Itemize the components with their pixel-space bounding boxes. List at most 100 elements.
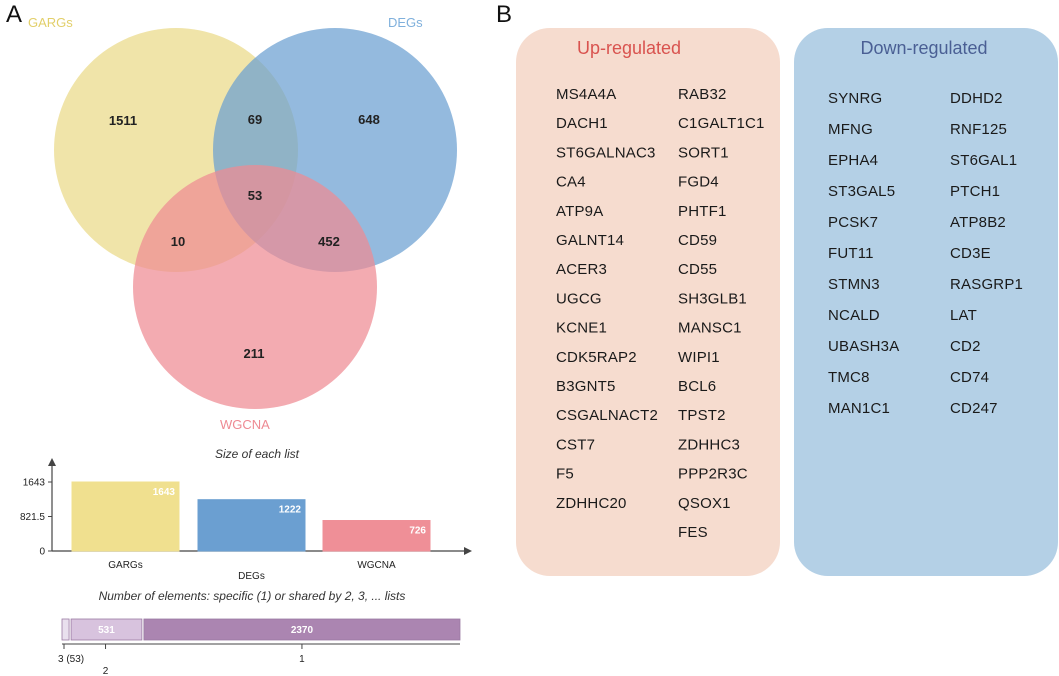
size-bar-category-label: DEGs [238, 571, 265, 582]
gene-label: ST3GAL5 [828, 183, 895, 200]
gene-label: ATP9A [556, 203, 603, 220]
gene-label: GALNT14 [556, 232, 624, 249]
shared-segment-3 [61, 618, 70, 641]
gene-label: ZDHHC3 [678, 436, 740, 453]
gene-label: PPP2R3C [678, 466, 748, 483]
size-chart-caption: Size of each list [215, 447, 300, 461]
venn-label-wgcna: WGCNA [220, 417, 270, 432]
gene-label: UBASH3A [828, 338, 899, 355]
gene-label: CD55 [678, 261, 717, 278]
gene-label: CA4 [556, 174, 586, 191]
panel-a-label: A [6, 1, 22, 28]
gene-label: DDHD2 [950, 90, 1003, 107]
venn-count-wgcna-only: 211 [244, 346, 265, 361]
shared-segment-1 [143, 618, 461, 641]
shared-stacked-bar: 531 2370 3 (53) 2 1 [58, 618, 461, 676]
venn-circle-wgcna [133, 165, 377, 409]
gene-label: BCL6 [678, 378, 716, 395]
gene-label: CSGALNACT2 [556, 407, 658, 424]
shared-segment-value-label: 2370 [291, 625, 314, 636]
venn-label-degs: DEGs [388, 15, 423, 30]
size-chart-y-arrow [48, 458, 56, 466]
panel-b-label: B [496, 1, 512, 28]
gene-label: TMC8 [828, 369, 870, 386]
gene-label: STMN3 [828, 276, 880, 293]
gene-label: RNF125 [950, 121, 1007, 138]
gene-label: CD3E [950, 245, 991, 262]
gene-label: MANSC1 [678, 320, 742, 337]
size-chart-y-tick-label: 0 [39, 547, 45, 558]
gene-label: F5 [556, 466, 574, 483]
size-chart-y-tick-label: 821.5 [20, 512, 45, 523]
gene-label: ZDHHC20 [556, 495, 627, 512]
size-bar-category-label: WGCNA [357, 560, 396, 571]
size-bar-value-label: 726 [409, 526, 426, 537]
venn-count-gargs-wgcna: 10 [171, 234, 185, 249]
shared-segment-value-label: 531 [98, 625, 115, 636]
size-bar-chart: 0 821.5 1643 1643 GARGs 1222 DEGs 726 WGCNA [20, 458, 472, 582]
gene-label: SYNRG [828, 90, 882, 107]
gene-label: CD59 [678, 232, 717, 249]
venn-diagram: GARGs DEGs WGCNA 1511 69 648 53 10 452 2… [28, 15, 457, 432]
up-regulated-box: Up-regulated MS4A4A DACH1 ST6GALNAC3 CA4 ATP… [516, 28, 780, 576]
gene-label: SH3GLB1 [678, 290, 747, 307]
gene-label: MFNG [828, 121, 873, 138]
gene-label: PTCH1 [950, 183, 1000, 200]
gene-label: FGD4 [678, 174, 719, 191]
up-gene-column-1: MS4A4A DACH1 ST6GALNAC3 CA4 ATP9A GALNT14 ACER… [556, 86, 658, 512]
gene-label: ACER3 [556, 261, 607, 278]
gene-label: SORT1 [678, 144, 729, 161]
gene-label: CDK5RAP2 [556, 349, 637, 366]
gene-label: ST6GALNAC3 [556, 144, 656, 161]
gene-label: LAT [950, 307, 977, 324]
gene-label: RASGRP1 [950, 276, 1023, 293]
gene-label: WIPI1 [678, 349, 720, 366]
size-bar-value-label: 1643 [153, 487, 176, 498]
gene-label: CD2 [950, 338, 981, 355]
down-gene-column-2: DDHD2 RNF125 ST6GAL1 PTCH1 ATP8B2 CD3E RASGRP1… [950, 90, 1023, 417]
down-regulated-background [794, 28, 1058, 576]
gene-label: QSOX1 [678, 495, 731, 512]
gene-label: ST6GAL1 [950, 152, 1017, 169]
size-bar-degs [197, 499, 306, 552]
gene-label: B3GNT5 [556, 378, 616, 395]
shared-chart-axis-label: 2 [103, 666, 109, 676]
gene-label: CD74 [950, 369, 989, 386]
shared-chart-axis-label: 3 (53) [58, 654, 84, 665]
venn-count-gargs-degs: 69 [248, 112, 262, 127]
gene-label: KCNE1 [556, 320, 607, 337]
venn-count-gargs-only: 1511 [109, 113, 137, 128]
gene-label: MAN1C1 [828, 400, 890, 417]
venn-count-all-three: 53 [248, 188, 262, 203]
size-chart-y-tick-label: 1643 [23, 478, 46, 489]
shared-segment-2 [70, 618, 143, 641]
shared-chart-axis-label: 1 [299, 654, 305, 665]
gene-label: ATP8B2 [950, 214, 1006, 231]
size-bar-gargs [71, 481, 180, 552]
gene-label: PHTF1 [678, 203, 727, 220]
gene-label: RAB32 [678, 86, 727, 103]
gene-label: PCSK7 [828, 214, 878, 231]
gene-label: DACH1 [556, 115, 608, 132]
down-regulated-box: Down-regulated SYNRG MFNG EPHA4 ST3GAL5 PCSK… [794, 28, 1058, 576]
gene-label: FES [678, 524, 708, 541]
gene-label: FUT11 [828, 245, 874, 262]
down-regulated-title: Down-regulated [860, 38, 987, 58]
gene-label: EPHA4 [828, 152, 878, 169]
gene-label: MS4A4A [556, 86, 616, 103]
up-gene-column-2: RAB32 C1GALT1C1 SORT1 FGD4 PHTF1 CD59 CD55 SH3G… [678, 86, 765, 541]
size-bar-wgcna [322, 520, 431, 552]
gene-label: C1GALT1C1 [678, 115, 765, 132]
size-bar-category-label: GARGs [108, 560, 142, 571]
venn-count-degs-wgcna: 452 [318, 234, 340, 249]
up-regulated-title: Up-regulated [577, 38, 681, 58]
gene-label: NCALD [828, 307, 880, 324]
size-bar-value-label: 1222 [279, 505, 302, 516]
size-chart-x-arrow [464, 547, 472, 555]
gene-label: TPST2 [678, 407, 726, 424]
venn-label-gargs: GARGs [28, 15, 73, 30]
down-gene-column-1: SYNRG MFNG EPHA4 ST3GAL5 PCSK7 FUT11 STMN3 NCAL… [828, 90, 899, 417]
gene-label: CD247 [950, 400, 998, 417]
gene-label: UGCG [556, 290, 602, 307]
venn-count-degs-only: 648 [358, 112, 380, 127]
